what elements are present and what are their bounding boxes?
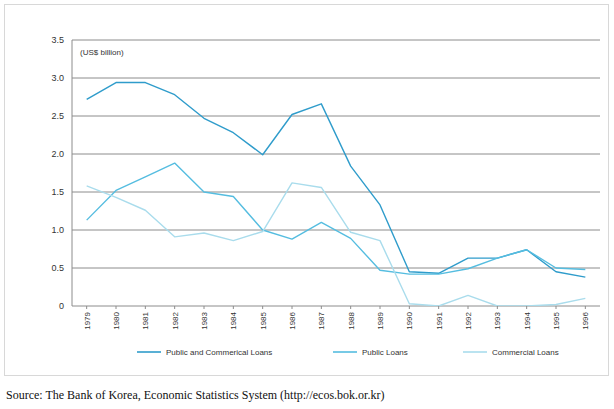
- x-tick-label: 1988: [347, 311, 356, 329]
- x-tick-label: 1992: [464, 311, 473, 329]
- x-tick-label: 1993: [493, 311, 502, 329]
- x-tick: [380, 306, 381, 309]
- x-tick: [204, 306, 205, 309]
- x-tick-label: 1990: [405, 311, 414, 329]
- y-axis-label: (US$ billion): [80, 48, 124, 57]
- x-tick-label: 1979: [83, 311, 92, 329]
- x-tick: [556, 306, 557, 309]
- series-line: [87, 83, 586, 278]
- x-tick-label: 1980: [112, 311, 121, 329]
- x-tick-label: 1983: [200, 311, 209, 329]
- grid-line: [72, 192, 600, 193]
- x-tick: [438, 306, 439, 309]
- y-tick-label: 2.0: [51, 149, 64, 159]
- y-tick-label: 3.0: [51, 73, 64, 83]
- x-tick: [526, 306, 527, 309]
- x-tick: [321, 306, 322, 309]
- grid-line: [72, 268, 600, 269]
- x-tick: [350, 306, 351, 309]
- chart-frame: [5, 5, 609, 376]
- x-tick-label: 1985: [259, 311, 268, 329]
- x-tick: [262, 306, 263, 309]
- legend-swatch: [333, 351, 357, 353]
- x-tick-label: 1995: [552, 311, 561, 329]
- x-tick-label: 1994: [523, 311, 532, 329]
- x-tick: [145, 306, 146, 309]
- grid-line: [72, 40, 600, 41]
- x-tick: [409, 306, 410, 309]
- legend-label: Public and Commerical Loans: [166, 348, 272, 357]
- x-tick-label: 1982: [171, 311, 180, 329]
- x-tick-label: 1986: [288, 311, 297, 329]
- legend-swatch: [463, 351, 487, 353]
- x-tick-label: 1991: [435, 311, 444, 329]
- y-tick-label: 1.0: [51, 225, 64, 235]
- x-tick: [174, 306, 175, 309]
- x-tick: [233, 306, 234, 309]
- x-tick: [497, 306, 498, 309]
- legend-swatch: [137, 351, 161, 353]
- x-tick: [86, 306, 87, 309]
- x-tick-label: 1984: [229, 311, 238, 329]
- chart: 0 0.5 1.0 1.5 2.0 2.5 3.0 3.5 (US$ billion) 1979 1…: [0, 0, 614, 409]
- y-tick-label: 2.5: [51, 111, 64, 121]
- y-axis-line: [72, 40, 73, 306]
- y-tick-label: 3.5: [51, 35, 64, 45]
- x-tick: [585, 306, 586, 309]
- x-tick-label: 1987: [317, 311, 326, 329]
- x-tick-label: 1981: [141, 311, 150, 329]
- x-tick-label: 1996: [581, 311, 590, 329]
- source-note: Source: The Bank of Korea, Economic Stat…: [6, 388, 384, 402]
- series-line: [87, 183, 586, 306]
- y-tick-label: 1.5: [51, 187, 64, 197]
- x-tick: [292, 306, 293, 309]
- x-tick: [468, 306, 469, 309]
- legend-label: Public Loans: [362, 348, 408, 357]
- x-tick: [116, 306, 117, 309]
- grid-line: [72, 78, 600, 79]
- grid-line: [72, 154, 600, 155]
- x-tick-label: 1989: [376, 311, 385, 329]
- y-tick-label: 0: [59, 301, 64, 311]
- y-tick-label: 0.5: [51, 263, 64, 273]
- plot-area: [87, 83, 586, 306]
- legend-label: Commercial Loans: [492, 348, 559, 357]
- series-line: [87, 163, 586, 274]
- grid-line: [72, 116, 600, 117]
